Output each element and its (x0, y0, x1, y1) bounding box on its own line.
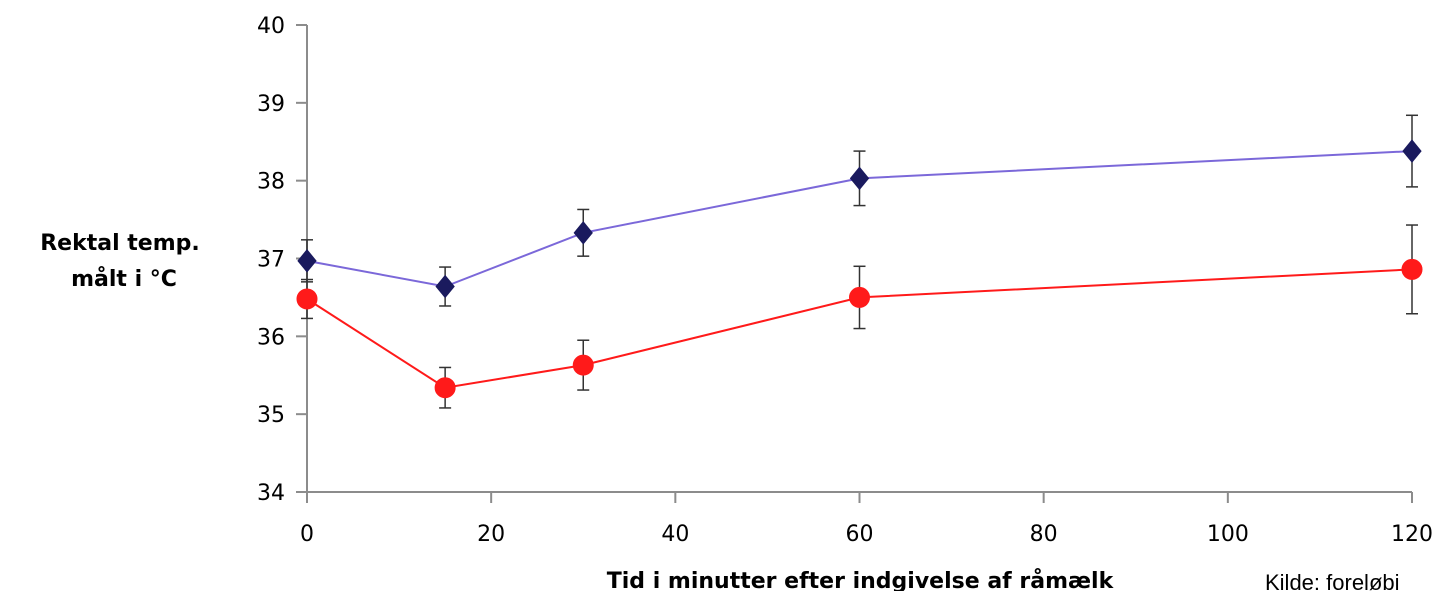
data-point (435, 274, 455, 299)
data-point (849, 286, 870, 308)
data-point (849, 166, 870, 191)
x-ticks: 0 20 40 60 80 100 120 (300, 492, 1433, 547)
y-tick-label: 40 (257, 14, 285, 39)
x-tick-label: 0 (300, 522, 314, 547)
y-tick-label: 34 (257, 481, 285, 506)
data-point (297, 249, 317, 273)
y-axis-title-line-1: Rektal temp. (40, 231, 200, 256)
x-tick-label: 100 (1207, 522, 1249, 547)
series-layer (296, 114, 1423, 409)
x-tick-label: 40 (661, 522, 689, 547)
data-point (572, 354, 594, 376)
y-tick-label: 38 (257, 170, 285, 195)
x-axis-title: Tid i minutter efter indgivelse af råmæl… (607, 568, 1115, 591)
axes (306, 25, 1412, 493)
x-tick-label: 120 (1391, 522, 1433, 547)
series-1 (297, 114, 1422, 307)
y-ticks: 34 35 36 37 38 39 40 (257, 14, 307, 506)
data-point (1402, 139, 1422, 163)
y-tick-label: 39 (257, 92, 285, 117)
x-tick-label: 80 (1030, 522, 1058, 547)
y-axis-title-line-2: målt i °C (71, 266, 177, 292)
source-note: Kilde: foreløbi (1265, 570, 1400, 591)
series-2 (296, 224, 1423, 409)
y-tick-label: 35 (257, 403, 285, 428)
data-point (1401, 258, 1423, 280)
data-point (573, 221, 593, 245)
y-tick-label: 37 (257, 248, 285, 273)
x-tick-label: 20 (477, 522, 505, 547)
x-tick-label: 60 (846, 522, 874, 547)
y-tick-label: 36 (257, 325, 285, 350)
data-point (296, 288, 318, 310)
data-point (434, 377, 456, 399)
